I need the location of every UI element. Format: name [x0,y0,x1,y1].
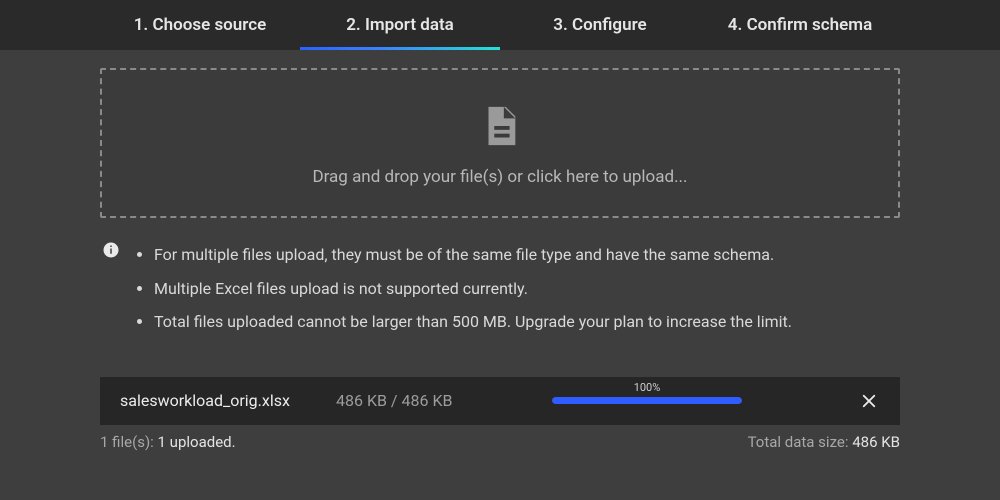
summary-files: 1 file(s): 1 uploaded. [100,433,236,451]
info-item: Total files uploaded cannot be larger th… [154,305,792,339]
file-icon [477,99,523,153]
info-list: For multiple files upload, they must be … [134,238,792,339]
info-item: Multiple Excel files upload is not suppo… [154,272,792,306]
upload-progress: 100% [552,397,742,404]
remove-upload-button[interactable] [858,390,880,412]
step-import-data[interactable]: 2. Import data [300,0,500,50]
dropzone-text: Drag and drop your file(s) or click here… [312,167,687,187]
progress-label: 100% [552,381,742,394]
step-label: 1. Choose source [134,15,267,35]
progress-track [552,397,742,404]
close-icon [860,392,878,410]
summary-files-count: 1 uploaded. [158,433,236,451]
info-icon [102,241,120,259]
upload-size: 486 KB / 486 KB [336,391,466,410]
progress-fill [552,397,742,404]
summary-files-prefix: 1 file(s): [100,433,158,451]
step-choose-source[interactable]: 1. Choose source [100,0,300,50]
step-label: 3. Configure [553,15,646,35]
step-configure[interactable]: 3. Configure [500,0,700,50]
info-item: For multiple files upload, they must be … [154,238,792,272]
summary-total: Total data size: 486 KB [748,433,900,451]
upload-item: salesworkload_orig.xlsx 486 KB / 486 KB … [100,377,900,425]
file-dropzone[interactable]: Drag and drop your file(s) or click here… [100,68,900,218]
upload-summary: 1 file(s): 1 uploaded. Total data size: … [100,433,900,451]
content-area: Drag and drop your file(s) or click here… [0,50,1000,500]
step-label: 2. Import data [346,15,454,35]
step-label: 4. Confirm schema [728,15,872,35]
summary-total-prefix: Total data size: [748,433,853,451]
step-confirm-schema[interactable]: 4. Confirm schema [700,0,900,50]
stepper: 1. Choose source 2. Import data 3. Confi… [0,0,1000,50]
info-section: For multiple files upload, they must be … [100,238,900,339]
upload-list: salesworkload_orig.xlsx 486 KB / 486 KB … [100,377,900,451]
summary-total-size: 486 KB [852,433,900,451]
import-wizard: 1. Choose source 2. Import data 3. Confi… [0,0,1000,500]
upload-filename: salesworkload_orig.xlsx [120,391,310,410]
